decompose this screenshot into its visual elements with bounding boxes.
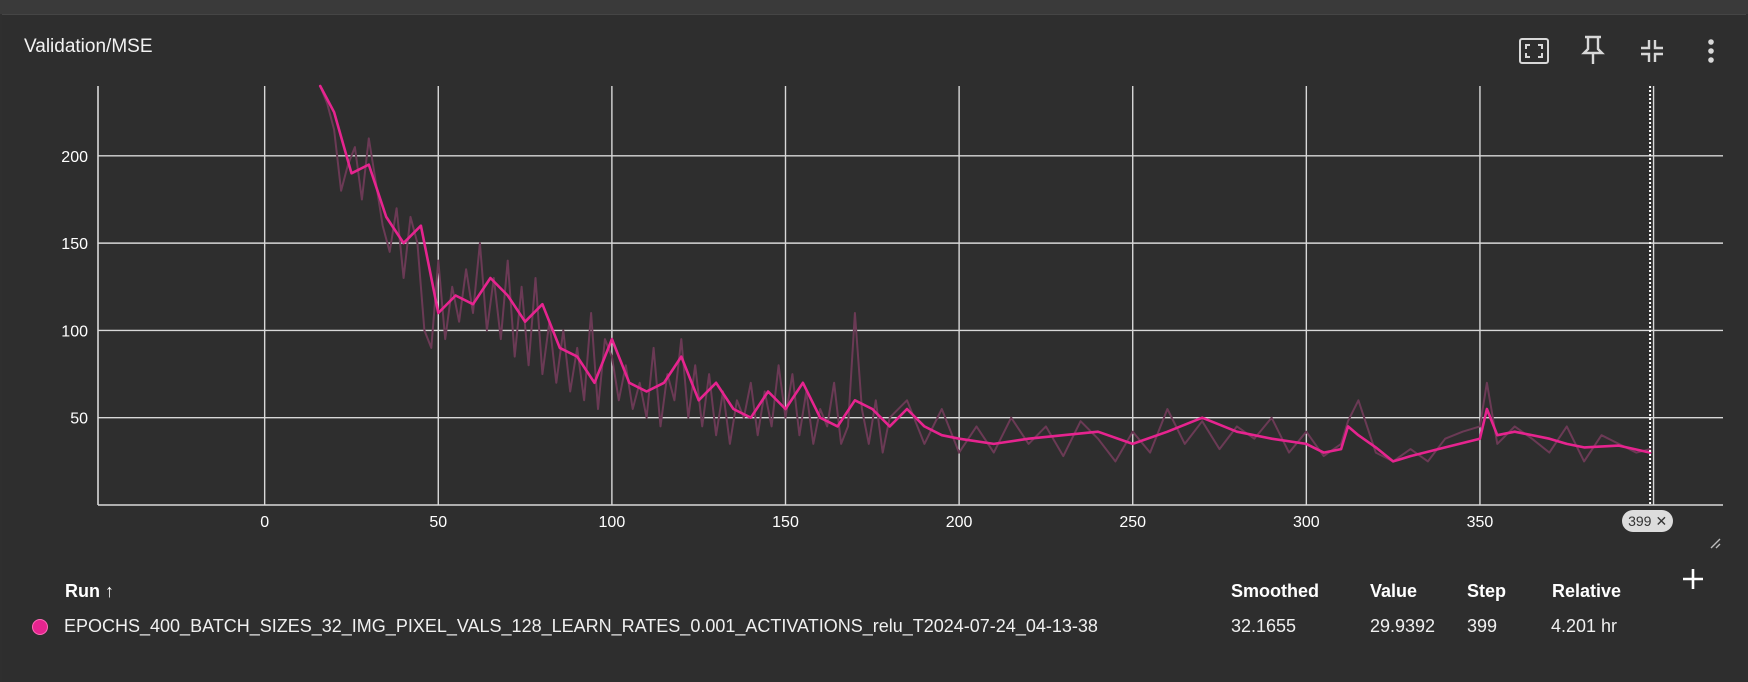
x-tick-label: 0 — [260, 514, 269, 531]
col-smoothed-header[interactable]: Smoothed — [1231, 581, 1319, 601]
x-tick-label: 150 — [772, 514, 799, 531]
run-step: 399 — [1467, 616, 1498, 636]
x-tick-label: 250 — [1119, 514, 1146, 531]
x-tick-label: 100 — [599, 514, 626, 531]
step-badge-label: 399 — [1628, 513, 1652, 529]
resize-handle-icon — [1710, 538, 1721, 549]
run-color-swatch[interactable] — [32, 619, 48, 635]
run-value: 29.9392 — [1370, 616, 1436, 636]
plus-icon — [1683, 569, 1703, 589]
series-line-raw — [319, 85, 1652, 463]
y-tick-label: 100 — [61, 323, 88, 340]
series-line-smoothed — [318, 84, 1652, 463]
collapse-icon[interactable] — [1634, 33, 1670, 69]
col-step-header[interactable]: Step — [1467, 581, 1507, 601]
x-tick-label: 350 — [1467, 514, 1494, 531]
x-tick-label: 300 — [1293, 514, 1320, 531]
add-column-button[interactable] — [1676, 562, 1710, 596]
card-title: Validation/MSE — [24, 36, 153, 57]
x-tick-label: 50 — [429, 514, 447, 531]
step-badge[interactable]: 399 ✕ — [1622, 510, 1674, 532]
run-relative: 4.201 hr — [1551, 616, 1618, 636]
x-tick-label: 200 — [946, 514, 973, 531]
more-vert-icon[interactable] — [1693, 33, 1729, 69]
col-value-header[interactable]: Value — [1370, 581, 1418, 601]
close-icon[interactable]: ✕ — [1655, 512, 1668, 529]
y-tick-label: 50 — [70, 411, 88, 428]
pin-icon[interactable] — [1575, 32, 1611, 68]
top-strip — [0, 0, 1748, 14]
y-tick-label: 200 — [61, 149, 88, 166]
fit-domain-icon[interactable] — [1516, 33, 1552, 69]
col-run-header[interactable]: Run ↑ — [65, 581, 114, 601]
y-tick-label: 150 — [61, 236, 88, 253]
chart-card — [2, 14, 1746, 682]
col-relative-header[interactable]: Relative — [1552, 581, 1622, 601]
run-name: EPOCHS_400_BATCH_SIZES_32_IMG_PIXEL_VALS… — [64, 616, 1098, 636]
run-smoothed: 32.1655 — [1231, 616, 1297, 636]
